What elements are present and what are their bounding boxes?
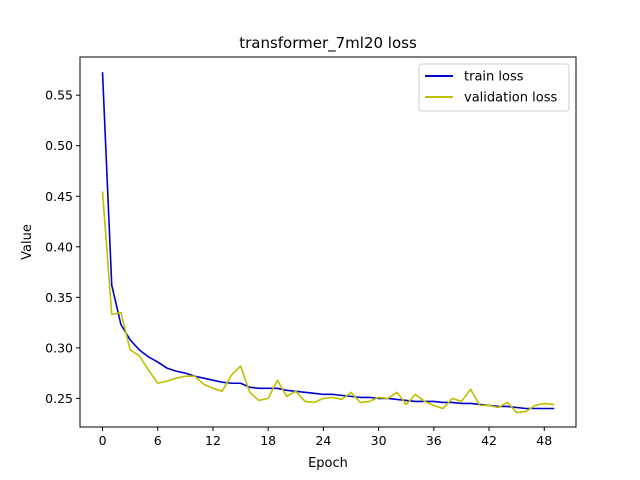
x-tick-label: 36	[426, 433, 442, 448]
y-tick-label: 0.30	[45, 340, 73, 355]
plot-frame	[79, 56, 577, 428]
legend-entry-validation-loss: validation loss	[464, 91, 557, 106]
plot-area	[80, 57, 576, 427]
x-tick-label: 12	[205, 433, 221, 448]
x-tick-label: 6	[154, 433, 162, 448]
y-tick-label: 0.40	[45, 239, 73, 254]
legend: train loss validation loss	[418, 63, 570, 112]
series-line-validation-loss	[101, 191, 555, 414]
x-tick-label: 24	[315, 433, 331, 448]
x-tick-label: 30	[371, 433, 387, 448]
y-axis: 0.25 0.30 0.35 0.40 0.45 0.50 0.55	[45, 88, 80, 406]
x-axis-label: Epoch	[308, 456, 348, 471]
x-tick-label: 42	[481, 433, 497, 448]
x-tick-label: 48	[536, 433, 552, 448]
chart-title: transformer_7ml20 loss	[239, 34, 417, 53]
y-tick-label: 0.55	[45, 88, 73, 103]
y-axis-label: Value	[20, 224, 35, 260]
y-tick-label: 0.50	[45, 138, 73, 153]
y-tick-label: 0.25	[45, 391, 73, 406]
legend-box	[418, 63, 570, 112]
x-axis: 0 6 12 18 24 30 36 42 48	[99, 427, 552, 448]
x-tick-label: 0	[99, 433, 107, 448]
y-tick-label: 0.45	[45, 189, 73, 204]
legend-entry-train-loss: train loss	[464, 70, 524, 85]
y-tick-label: 0.35	[45, 290, 73, 305]
series-layer	[101, 72, 555, 414]
x-tick-label: 18	[260, 433, 276, 448]
